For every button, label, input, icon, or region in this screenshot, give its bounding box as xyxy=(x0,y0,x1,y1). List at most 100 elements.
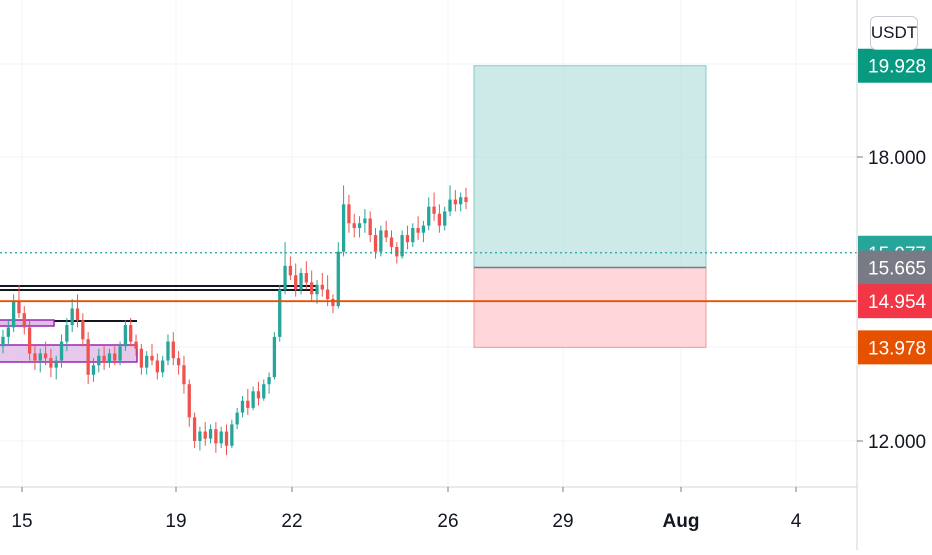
candle-body xyxy=(437,213,442,226)
candle[interactable] xyxy=(235,407,239,430)
profit-zone[interactable] xyxy=(473,65,707,269)
candle[interactable] xyxy=(22,306,26,335)
candle[interactable] xyxy=(347,194,351,233)
candle[interactable] xyxy=(315,280,319,304)
demand-zone[interactable] xyxy=(0,319,55,327)
candle[interactable] xyxy=(123,320,128,352)
candle[interactable] xyxy=(288,256,293,281)
candle[interactable] xyxy=(336,242,340,309)
candle[interactable] xyxy=(192,412,197,449)
candle[interactable] xyxy=(43,341,48,366)
candle[interactable] xyxy=(161,355,165,378)
candle[interactable] xyxy=(166,334,170,366)
candle[interactable] xyxy=(459,192,463,212)
candle[interactable] xyxy=(70,299,74,333)
candle[interactable] xyxy=(310,270,314,302)
candle[interactable] xyxy=(416,216,420,240)
candle-body xyxy=(459,197,463,205)
candle[interactable] xyxy=(176,351,181,375)
candle-body xyxy=(336,251,340,307)
candle[interactable] xyxy=(6,320,10,344)
candle[interactable] xyxy=(294,263,298,297)
target-price-label: 19.928 xyxy=(858,48,932,83)
candle[interactable] xyxy=(320,272,324,297)
candle[interactable] xyxy=(182,355,186,394)
candle[interactable] xyxy=(267,372,271,394)
candle[interactable] xyxy=(208,424,213,444)
candle[interactable] xyxy=(240,396,245,418)
candle[interactable] xyxy=(304,261,308,290)
candle[interactable] xyxy=(230,419,234,449)
candle[interactable] xyxy=(54,355,58,380)
candle[interactable] xyxy=(134,334,138,356)
candle[interactable] xyxy=(150,343,154,366)
candle-body xyxy=(208,429,213,439)
candle[interactable] xyxy=(102,346,106,370)
candle[interactable] xyxy=(187,379,191,427)
candle[interactable] xyxy=(75,294,80,328)
candle[interactable] xyxy=(65,317,69,352)
candle[interactable] xyxy=(203,422,207,446)
candle[interactable] xyxy=(405,225,410,250)
candle[interactable] xyxy=(437,204,442,233)
candle[interactable] xyxy=(38,348,42,373)
candle[interactable] xyxy=(278,284,282,342)
candle[interactable] xyxy=(145,351,149,375)
candle[interactable] xyxy=(11,294,16,333)
currency-button[interactable]: USDT xyxy=(870,16,918,50)
candle[interactable] xyxy=(118,341,122,366)
candle[interactable] xyxy=(299,268,303,295)
candle[interactable] xyxy=(427,197,431,231)
loss-zone[interactable] xyxy=(473,267,707,348)
candle[interactable] xyxy=(129,317,133,347)
candle[interactable] xyxy=(272,332,277,380)
candle[interactable] xyxy=(411,223,415,247)
candle[interactable] xyxy=(389,230,394,255)
candle[interactable] xyxy=(464,187,468,210)
candle[interactable] xyxy=(432,192,436,221)
candle[interactable] xyxy=(421,220,426,243)
candle[interactable] xyxy=(224,424,229,456)
candle[interactable] xyxy=(363,209,367,233)
candle[interactable] xyxy=(171,332,175,366)
candle[interactable] xyxy=(107,348,112,368)
candle[interactable] xyxy=(379,225,383,257)
candle[interactable] xyxy=(81,313,85,347)
candle[interactable] xyxy=(331,294,335,314)
demand-zone[interactable] xyxy=(0,344,138,363)
candle[interactable] xyxy=(214,422,218,453)
candle[interactable] xyxy=(139,343,144,375)
candle[interactable] xyxy=(219,426,223,449)
candle[interactable] xyxy=(113,346,117,366)
candle[interactable] xyxy=(155,353,159,380)
candle-body xyxy=(395,246,399,257)
candle[interactable] xyxy=(400,230,404,259)
candle[interactable] xyxy=(251,386,255,411)
candle[interactable] xyxy=(91,358,96,382)
candle[interactable] xyxy=(368,211,372,243)
candle[interactable] xyxy=(97,348,101,373)
candle[interactable] xyxy=(357,216,362,238)
candle-body xyxy=(155,360,159,373)
candle[interactable] xyxy=(384,220,388,243)
candle[interactable] xyxy=(262,379,266,401)
candle[interactable] xyxy=(283,242,287,295)
candle[interactable] xyxy=(352,213,356,238)
candle[interactable] xyxy=(373,228,378,259)
candle[interactable] xyxy=(256,381,261,406)
level-price-label: 14.954 xyxy=(858,284,932,319)
candle[interactable] xyxy=(49,348,53,378)
candle[interactable] xyxy=(443,206,447,231)
candle[interactable] xyxy=(33,343,37,370)
candle[interactable] xyxy=(1,329,5,354)
candle[interactable] xyxy=(198,426,202,451)
candle[interactable] xyxy=(59,334,64,368)
candle[interactable] xyxy=(448,185,452,217)
candle[interactable] xyxy=(341,185,346,257)
candle[interactable] xyxy=(86,332,90,385)
candle[interactable] xyxy=(246,388,250,415)
candle[interactable] xyxy=(27,320,32,361)
candle[interactable] xyxy=(453,190,458,212)
